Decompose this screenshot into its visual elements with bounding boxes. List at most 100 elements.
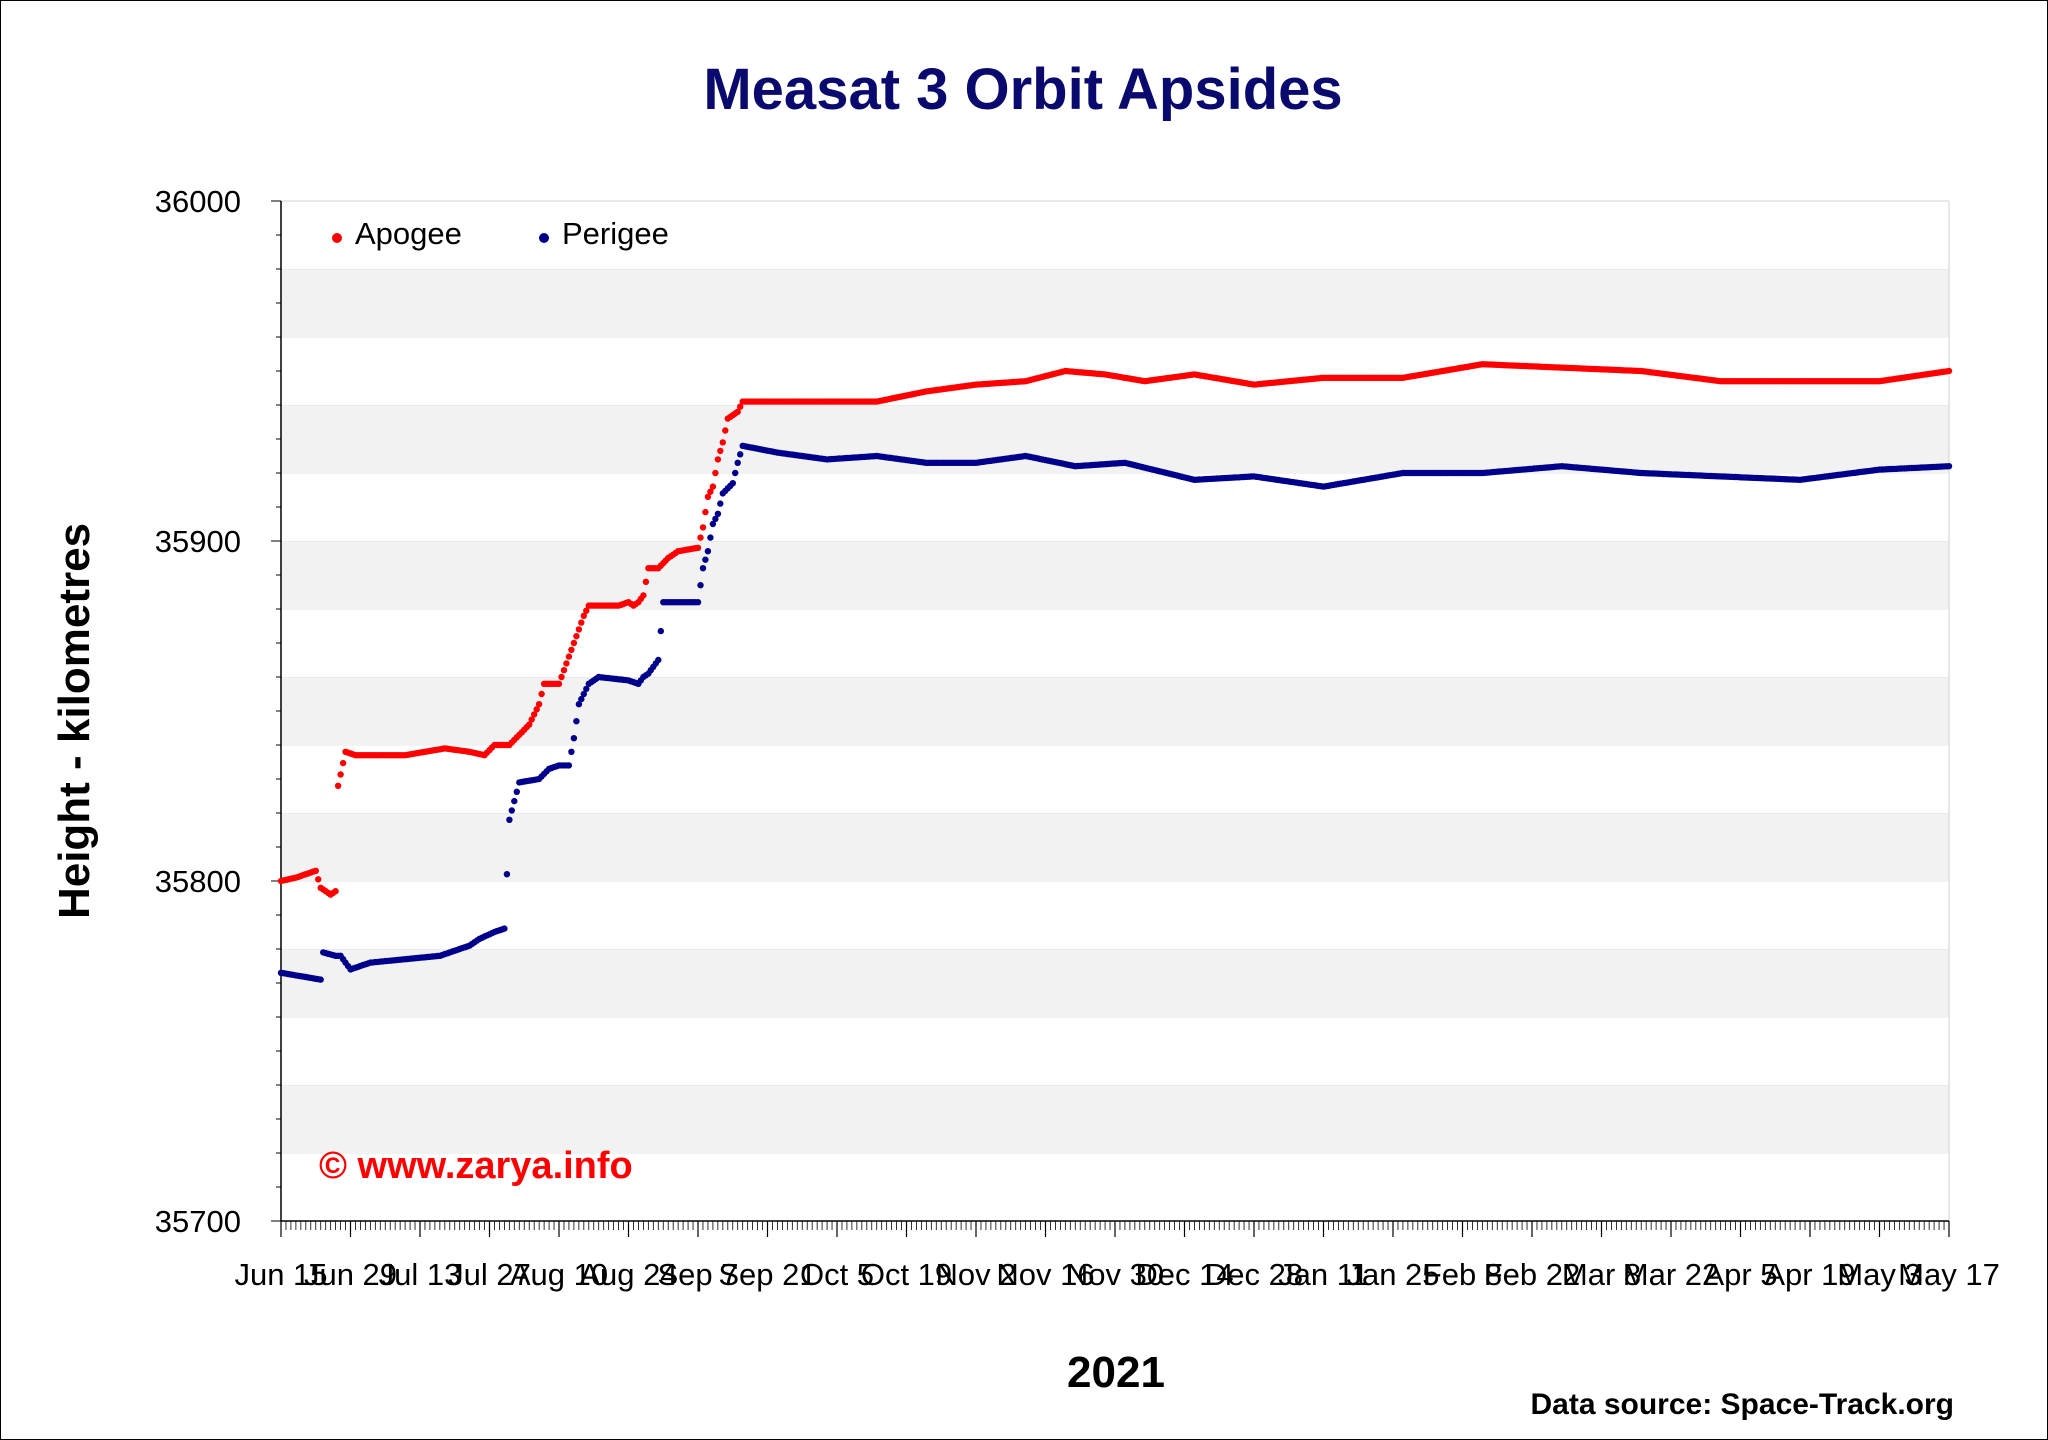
apogee-point — [526, 721, 533, 728]
grid-band — [281, 609, 1949, 677]
apogee-point — [702, 508, 709, 516]
apogee-point — [528, 716, 535, 723]
perigee-point — [707, 534, 714, 541]
apogee-point — [642, 578, 650, 585]
x-axis-label: 2021 — [1067, 1348, 1165, 1397]
x-tick-label: Dec 14 — [1135, 1257, 1233, 1292]
grid-band — [281, 201, 1949, 269]
grid-band — [281, 813, 1949, 881]
y-tick-label: 35800 — [155, 864, 241, 899]
x-tick-label: Nov 2 — [936, 1257, 1017, 1292]
apogee-points — [277, 361, 1953, 898]
x-tick-label: Jul 13 — [379, 1257, 462, 1292]
grid-band — [281, 269, 1949, 337]
apogee-point — [719, 439, 726, 446]
y-tick-label: 35900 — [155, 524, 241, 559]
apogee-point — [737, 403, 744, 410]
apogee-point — [535, 701, 543, 708]
perigee-point — [317, 976, 324, 983]
perigee-point — [702, 556, 709, 563]
legend: Apogee Perigee — [332, 216, 669, 251]
perigee-point — [568, 748, 575, 755]
apogee-point — [334, 782, 342, 789]
apogee-point — [555, 680, 563, 687]
apogee-point — [734, 408, 741, 415]
apogee-point — [312, 867, 319, 874]
x-tick-label: Sep 7 — [657, 1257, 738, 1292]
apogee-point — [568, 646, 575, 653]
x-tick-label: Mar 22 — [1623, 1257, 1719, 1292]
apogee-point — [717, 447, 724, 455]
apogee-point — [563, 660, 570, 667]
plot-bands — [281, 200, 1949, 1221]
apogee-point — [339, 759, 347, 767]
perigee-point — [1945, 463, 1953, 470]
apogee-point — [570, 639, 578, 647]
x-tick-label: Jan 25 — [1346, 1257, 1439, 1292]
perigee-point — [699, 565, 707, 572]
apogee-point — [1945, 367, 1953, 375]
x-tick-label: Oct 5 — [800, 1257, 874, 1292]
perigee-point — [511, 797, 518, 805]
x-tick-label: May 17 — [1898, 1257, 2000, 1292]
perigee-point — [657, 627, 664, 635]
x-tick-label: Apr 5 — [1703, 1257, 1777, 1292]
grid-band — [281, 1153, 1949, 1221]
apogee-point — [538, 690, 545, 698]
perigee-point — [503, 871, 511, 878]
apogee-point — [580, 612, 587, 619]
perigee-point — [573, 718, 580, 725]
perigee-point — [732, 469, 739, 477]
series-layer — [277, 361, 1953, 983]
apogee-point — [531, 711, 538, 718]
grid-band — [281, 745, 1949, 813]
perigee-point — [513, 788, 520, 795]
apogee-point — [558, 673, 565, 681]
perigee-point — [717, 500, 724, 507]
y-tick-label: 35700 — [155, 1204, 241, 1239]
grid-band — [281, 337, 1949, 405]
grid-band — [281, 881, 1949, 949]
y-axis-label: Height - kilometres — [50, 523, 99, 919]
x-tick-label: Aug 24 — [579, 1257, 677, 1292]
apogee-point — [722, 427, 729, 434]
perigee-point — [737, 451, 744, 458]
x-tick-label: Dec 28 — [1205, 1257, 1303, 1292]
apogee-point — [707, 488, 714, 495]
x-tick-label: Nov 16 — [996, 1257, 1094, 1292]
perigee-point — [694, 599, 702, 606]
x-tick-label: Aug 10 — [510, 1257, 608, 1292]
apogee-point — [583, 607, 590, 614]
x-tick-label: May 3 — [1837, 1257, 1921, 1292]
x-tick-label: Feb 22 — [1484, 1257, 1581, 1292]
apogee-point — [694, 544, 702, 551]
perigee-point — [729, 480, 736, 487]
apogee-point — [714, 456, 722, 463]
data-source-label: Data source: Space-Track.org — [1530, 1388, 1954, 1421]
perigee-point — [565, 762, 573, 769]
grid-band — [281, 949, 1949, 1017]
apogee-point — [704, 493, 712, 500]
x-tick-label: Nov 30 — [1066, 1257, 1164, 1292]
perigee-point — [714, 510, 722, 517]
x-tick-label: Oct 19 — [861, 1257, 952, 1292]
apogee-point — [337, 771, 344, 778]
perigee-point — [709, 520, 717, 528]
grid-band — [281, 1017, 1949, 1085]
x-tick-label: Jun 29 — [304, 1257, 397, 1292]
x-tick-label: Sep 21 — [718, 1257, 816, 1292]
perigee-point — [712, 515, 719, 523]
apogee-point — [697, 534, 704, 541]
legend-perigee-marker — [539, 233, 549, 243]
apogee-point — [332, 888, 339, 895]
grid-band — [281, 677, 1949, 745]
apogee-point — [709, 483, 717, 490]
x-tick-label: Jun 15 — [234, 1257, 327, 1292]
perigee-points — [277, 442, 1953, 983]
perigee-point — [734, 459, 741, 466]
apogee-point — [699, 524, 707, 531]
apogee-point — [578, 619, 585, 626]
apogee-point — [565, 653, 573, 660]
perigee-point — [655, 656, 662, 664]
